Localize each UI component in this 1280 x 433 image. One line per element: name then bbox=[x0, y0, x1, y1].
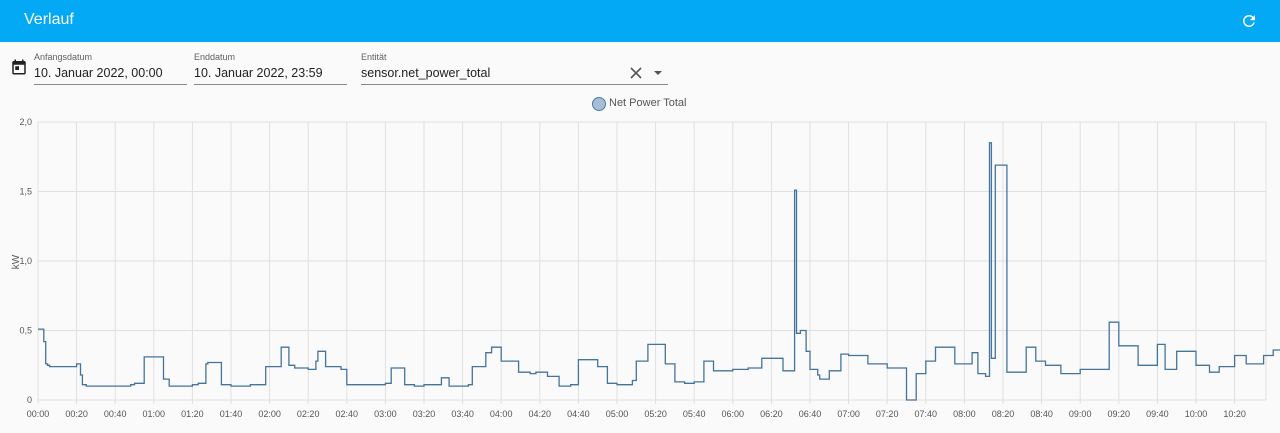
x-tick-label: 00:00 bbox=[27, 409, 50, 419]
calendar-icon[interactable] bbox=[10, 58, 28, 76]
x-tick-label: 04:00 bbox=[490, 409, 513, 419]
x-tick-label: 07:00 bbox=[837, 409, 860, 419]
start-date-value: 10. Januar 2022, 00:00 bbox=[34, 66, 163, 80]
x-tick-label: 02:20 bbox=[297, 409, 320, 419]
x-tick-label: 05:20 bbox=[644, 409, 667, 419]
y-axis-label: kW bbox=[11, 254, 22, 269]
x-tick-label: 08:00 bbox=[953, 409, 976, 419]
x-tick-label: 01:20 bbox=[181, 409, 204, 419]
end-date-value: 10. Januar 2022, 23:59 bbox=[194, 66, 323, 80]
y-tick-label: 2,0 bbox=[19, 117, 32, 127]
entity-value: sensor.net_power_total bbox=[361, 66, 491, 80]
app-header: Verlauf bbox=[0, 0, 1280, 42]
y-tick-label: 1,5 bbox=[19, 187, 32, 197]
legend-label: Net Power Total bbox=[609, 97, 687, 109]
chevron-down-icon[interactable] bbox=[653, 69, 663, 77]
entity-field[interactable]: Entität sensor.net_power_total bbox=[361, 52, 668, 85]
x-tick-label: 09:20 bbox=[1108, 409, 1131, 419]
x-tick-label: 08:40 bbox=[1030, 409, 1053, 419]
x-tick-label: 10:20 bbox=[1223, 409, 1246, 419]
x-tick-label: 03:00 bbox=[374, 409, 397, 419]
x-tick-label: 05:00 bbox=[606, 409, 629, 419]
x-tick-label: 10:00 bbox=[1185, 409, 1208, 419]
x-tick-label: 09:00 bbox=[1069, 409, 1092, 419]
chart-grid bbox=[37, 121, 1267, 404]
x-tick-label: 02:00 bbox=[258, 409, 281, 419]
x-tick-label: 06:00 bbox=[722, 409, 745, 419]
x-tick-label: 09:40 bbox=[1146, 409, 1169, 419]
x-tick-label: 04:20 bbox=[529, 409, 552, 419]
series-line-net-power-total bbox=[38, 142, 1280, 401]
end-date-label: Enddatum bbox=[194, 52, 236, 62]
y-tick-label: 1,0 bbox=[19, 256, 32, 266]
x-tick-label: 01:40 bbox=[220, 409, 243, 419]
x-tick-label: 06:40 bbox=[799, 409, 822, 419]
x-tick-label: 01:00 bbox=[143, 409, 166, 419]
x-tick-label: 02:40 bbox=[336, 409, 359, 419]
x-tick-label: 07:20 bbox=[876, 409, 899, 419]
x-axis-ticks: 00:00 00:20 00:40 01:00 01:20 01:40 02:00 02:20… bbox=[27, 409, 1246, 419]
x-tick-label: 04:40 bbox=[567, 409, 590, 419]
page-title: Verlauf bbox=[24, 11, 74, 28]
power-history-chart: 00,51,01,52,0 00:00 00:20 00:40 01:00 01:20 0… bbox=[11, 117, 1280, 419]
y-tick-label: 0 bbox=[27, 395, 32, 405]
close-icon[interactable] bbox=[629, 66, 643, 80]
x-tick-label: 08:20 bbox=[992, 409, 1015, 419]
y-axis-ticks: 0 0,5 1,0 1,5 2,0 bbox=[19, 117, 32, 405]
x-tick-label: 03:20 bbox=[413, 409, 436, 419]
x-tick-label: 06:20 bbox=[760, 409, 783, 419]
end-date-field[interactable]: Enddatum 10. Januar 2022, 23:59 bbox=[194, 52, 347, 85]
entity-label: Entität bbox=[361, 52, 387, 62]
legend-swatch bbox=[592, 97, 606, 111]
start-date-label: Anfangsdatum bbox=[34, 52, 93, 62]
x-tick-label: 05:40 bbox=[683, 409, 706, 419]
x-tick-label: 03:40 bbox=[451, 409, 474, 419]
start-date-field[interactable]: Anfangsdatum 10. Januar 2022, 00:00 bbox=[34, 52, 187, 85]
x-tick-label: 07:40 bbox=[915, 409, 938, 419]
y-tick-label: 0,5 bbox=[19, 326, 32, 336]
refresh-icon[interactable] bbox=[1240, 12, 1258, 30]
x-tick-label: 00:20 bbox=[65, 409, 88, 419]
x-tick-label: 00:40 bbox=[104, 409, 127, 419]
